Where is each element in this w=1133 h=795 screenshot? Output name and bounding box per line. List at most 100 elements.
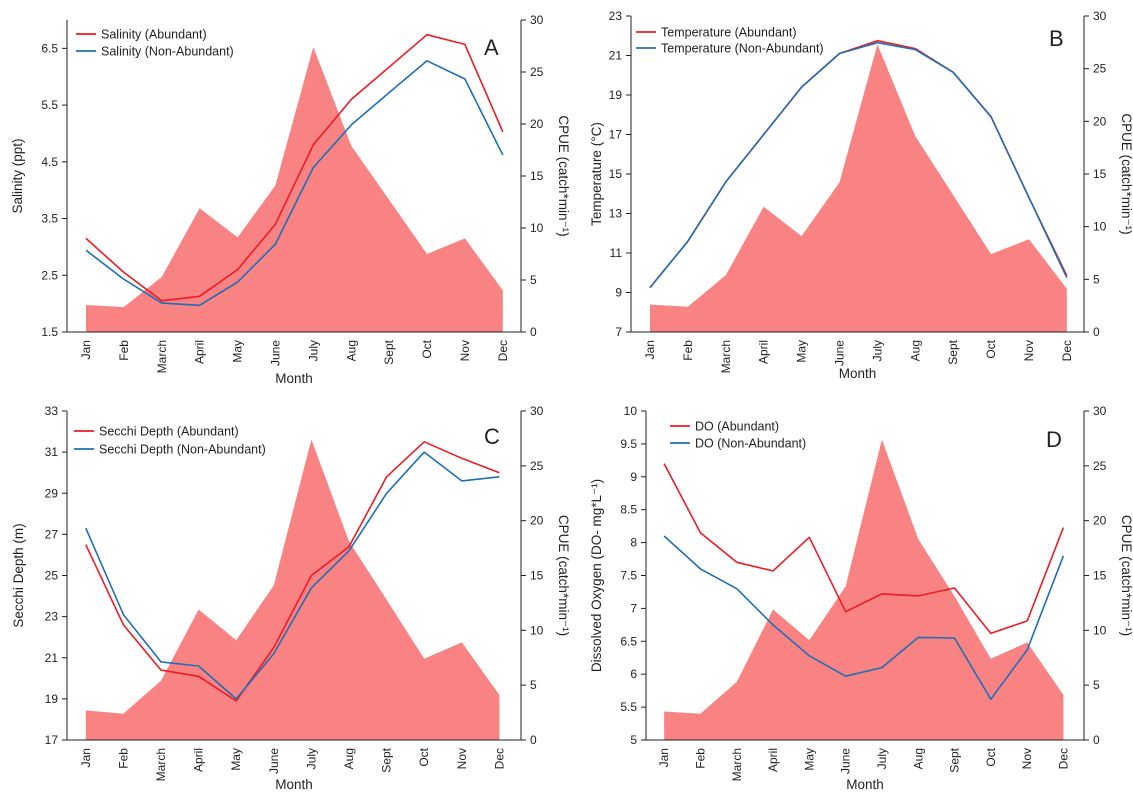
x-tick-label: Feb [681,340,695,361]
x-tick-label: Sept [948,747,962,772]
x-tick-label: Aug [911,748,925,769]
y-tick-label: 23 [609,9,623,23]
y-tick-label: 19 [45,692,59,706]
y2-tick-label: 5 [530,678,537,692]
x-tick-label: Jan [79,748,93,767]
y-tick-label: 21 [45,651,59,665]
x-tick-label: Dec [1056,748,1070,769]
y-tick-label: 29 [45,486,59,500]
x-tick-label: June [267,748,281,774]
y-tick-label: 6.5 [41,41,58,55]
cpue-area [85,47,503,332]
series-line-non-abundant [663,535,1065,701]
x-tick-label: March [719,340,733,373]
y-tick-label: 6 [630,667,637,681]
y-tick-label: 21 [609,49,623,63]
panel-letter: B [1049,26,1064,51]
y2-tick-label: 15 [530,169,544,183]
x-tick-label: May [795,340,809,363]
panel-letter: D [1046,427,1062,452]
y-tick-label: 17 [45,733,59,747]
y2-tick-label: 20 [1093,114,1107,128]
x-tick-label: July [875,748,889,769]
legend-label: DO (Abundant) [695,420,779,434]
y-tick-label: 23 [45,610,59,624]
x-tick-label: April [757,340,771,364]
y2-tick-label: 10 [530,221,544,235]
legend-label: Temperature (Non-Abundant) [661,42,824,56]
legend-label: Salinity (Non-Abundant) [101,45,234,59]
y-tick-label: 33 [45,404,59,418]
series-line-non-abundant [649,41,1068,289]
y2-axis-title: CPUE (catch*min⁻¹) [1119,515,1133,636]
x-tick-label: July [870,340,884,361]
x-tick-label: March [730,748,744,781]
y2-axis-title: CPUE (catch*min⁻¹) [556,515,571,636]
x-tick-label: June [832,340,846,366]
y2-tick-label: 25 [530,65,544,79]
y2-tick-label: 10 [1093,623,1107,637]
y-tick-label: 5.5 [620,700,637,714]
y2-axis-title: CPUE (catch*min⁻¹) [1119,113,1133,234]
y-tick-label: 2.5 [41,268,58,282]
x-tick-label: Aug [342,748,356,769]
x-axis-title: Month [839,366,877,381]
x-tick-label: Feb [117,340,131,361]
y-tick-label: 25 [45,569,59,583]
x-tick-label: Jan [643,340,657,359]
x-tick-label: May [229,748,243,771]
y-tick-label: 5.5 [41,98,58,112]
series-line-non-abundant [85,451,500,700]
x-tick-label: July [304,748,318,769]
x-tick-label: Jan [657,748,671,767]
y-axis-title: Dissolved Oxygen (DO- mg*L⁻¹) [589,479,604,672]
x-tick-label: Sept [380,747,394,772]
y-tick-label: 9.5 [620,437,637,451]
x-tick-label: Jan [79,340,93,359]
y-tick-label: 6.5 [620,634,637,648]
series-line-abundant [85,440,500,702]
y-tick-label: 9 [615,286,622,300]
panel-letter: C [484,424,500,449]
x-tick-label: May [231,340,245,363]
cpue-area [85,439,500,740]
y-tick-label: 11 [610,246,623,260]
x-axis-title: Month [846,777,884,792]
y2-tick-label: 0 [530,325,537,339]
x-tick-label: Nov [458,340,472,361]
legend-label: Temperature (Abundant) [661,26,797,40]
x-tick-label: May [802,748,816,771]
x-tick-label: Dec [496,340,510,361]
y-tick-label: 4.5 [41,155,58,169]
y-tick-label: 13 [609,207,623,221]
x-axis-title: Month [275,371,313,386]
y-tick-label: 7 [630,601,637,615]
y2-tick-label: 15 [1093,167,1107,181]
x-tick-label: Nov [1020,748,1034,769]
x-tick-label: Feb [116,748,130,769]
y2-tick-label: 20 [530,514,544,528]
x-tick-label: Sept [946,339,960,364]
y2-tick-label: 30 [1093,9,1107,23]
panel-a: 1.5 2.5 3.5 4.5 5.5 6.5 0 5 10 15 20 25 30 Jan Feb Marc… [10,13,571,386]
y-tick-label: 3.5 [41,212,58,226]
x-tick-label: March [154,748,168,781]
y-tick-label: 7 [615,325,622,339]
y-tick-label: 15 [609,167,623,181]
y-tick-label: 17 [609,128,623,142]
series-line-abundant [663,463,1065,635]
x-tick-label: Aug [344,340,358,361]
y-tick-label: 5 [630,733,637,747]
y2-tick-label: 5 [1093,272,1100,286]
x-tick-label: April [766,748,780,772]
x-tick-label: Aug [908,340,922,361]
y2-tick-label: 30 [1093,404,1107,418]
y-tick-label: 8 [630,536,637,550]
panel-letter: A [484,35,499,60]
series-line-non-abundant [85,59,504,307]
series-line-abundant [85,33,504,302]
legend-label: Secchi Depth (Abundant) [99,425,239,439]
y-tick-label: 7.5 [620,569,637,583]
y2-tick-label: 5 [1093,678,1100,692]
